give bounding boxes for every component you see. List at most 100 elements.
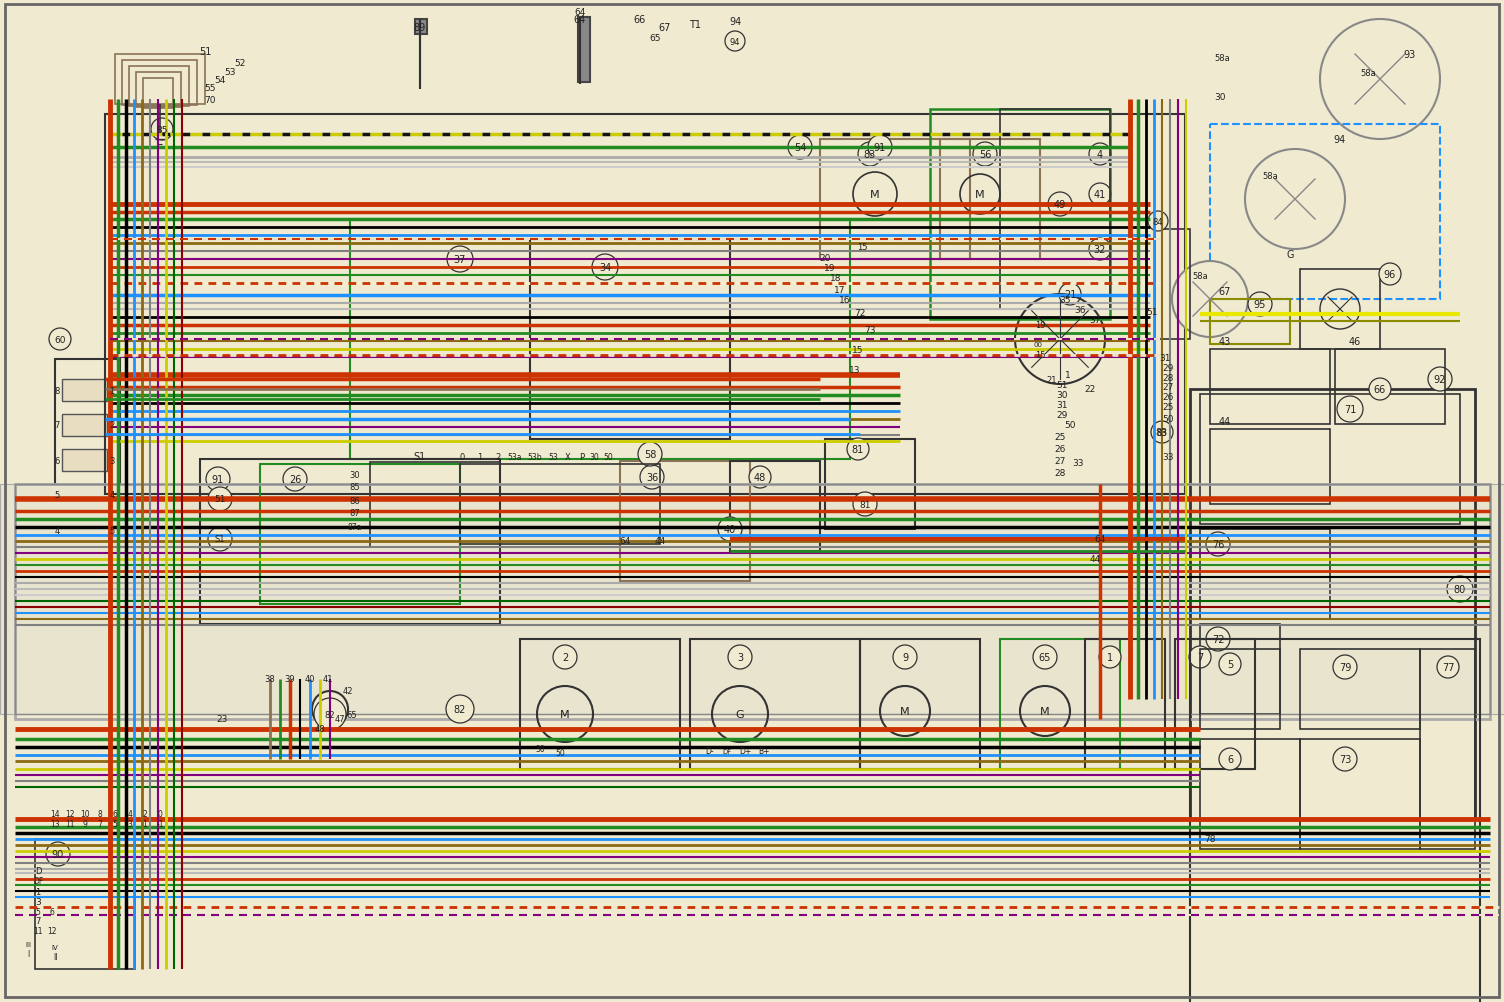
- Text: 00: 00: [1033, 342, 1042, 348]
- Circle shape: [1447, 576, 1472, 602]
- Bar: [1190, 390, 1475, 820]
- Text: 1: 1: [36, 888, 41, 897]
- Text: 86: 86: [349, 496, 361, 505]
- Text: 30: 30: [1056, 390, 1068, 399]
- Text: -1: -1: [156, 820, 164, 829]
- Circle shape: [1059, 284, 1081, 306]
- Text: 53b: 53b: [528, 453, 543, 462]
- Bar: [460, 465, 660, 544]
- Text: 7: 7: [98, 820, 102, 829]
- Text: G: G: [735, 709, 744, 719]
- Text: 51: 51: [199, 47, 211, 57]
- Text: 64: 64: [620, 537, 630, 546]
- Text: P: P: [579, 453, 585, 462]
- Text: 42: 42: [343, 686, 353, 695]
- Circle shape: [973, 143, 997, 167]
- Text: 2: 2: [562, 652, 569, 662]
- Text: 5: 5: [36, 908, 41, 917]
- Text: 5: 5: [54, 491, 60, 500]
- Text: 64: 64: [575, 15, 587, 25]
- Text: 2: 2: [110, 421, 114, 430]
- Text: 66: 66: [633, 15, 647, 25]
- Text: 73: 73: [1339, 755, 1351, 765]
- Bar: [729, 462, 820, 551]
- Text: M: M: [1041, 706, 1050, 716]
- Circle shape: [593, 255, 618, 281]
- Bar: [1200, 739, 1299, 849]
- Text: 51: 51: [1056, 380, 1068, 389]
- Text: S1: S1: [215, 535, 226, 544]
- Bar: [520, 639, 680, 770]
- Text: 12: 12: [65, 810, 75, 819]
- Circle shape: [717, 517, 741, 541]
- Text: 89: 89: [414, 23, 426, 33]
- Text: 60: 60: [54, 335, 66, 344]
- Text: 47: 47: [335, 714, 346, 723]
- Text: 83: 83: [1157, 428, 1167, 437]
- Text: D: D: [35, 867, 41, 876]
- Text: 31: 31: [1160, 353, 1170, 362]
- Text: 6: 6: [50, 908, 54, 917]
- Text: 8: 8: [98, 810, 102, 819]
- Text: 5: 5: [110, 526, 114, 535]
- Text: 14: 14: [50, 810, 60, 819]
- Bar: [56, 360, 120, 559]
- Circle shape: [1321, 20, 1439, 140]
- Bar: [690, 639, 860, 770]
- Text: 50: 50: [1163, 415, 1173, 424]
- Bar: [1000, 110, 1110, 310]
- Text: 13: 13: [850, 365, 860, 374]
- Bar: [1200, 649, 1280, 729]
- Text: 1: 1: [110, 386, 114, 395]
- Circle shape: [1369, 379, 1391, 401]
- Bar: [35, 839, 135, 969]
- Text: 65: 65: [650, 33, 660, 42]
- Circle shape: [1148, 211, 1169, 231]
- Text: B+: B+: [758, 746, 770, 756]
- Circle shape: [314, 698, 346, 730]
- Text: 30: 30: [1214, 92, 1226, 101]
- Bar: [105, 115, 1185, 495]
- Text: 4: 4: [54, 526, 60, 535]
- Text: 53a: 53a: [508, 453, 522, 462]
- Text: 4: 4: [1096, 150, 1102, 160]
- Text: 67: 67: [1218, 287, 1232, 297]
- Circle shape: [1436, 656, 1459, 678]
- Text: T1: T1: [689, 20, 701, 30]
- Text: 41: 41: [323, 674, 334, 683]
- Text: 1: 1: [477, 453, 483, 462]
- Circle shape: [1248, 293, 1272, 317]
- Text: DF: DF: [722, 748, 731, 755]
- Text: 9: 9: [83, 820, 87, 829]
- Circle shape: [1245, 150, 1345, 249]
- Circle shape: [1033, 645, 1057, 669]
- Text: M: M: [559, 709, 570, 719]
- Text: 28: 28: [1054, 469, 1066, 478]
- Text: 19: 19: [1035, 321, 1045, 330]
- Bar: [15, 485, 1490, 719]
- Circle shape: [728, 645, 752, 669]
- Text: 15: 15: [857, 242, 868, 252]
- Text: 65: 65: [347, 709, 358, 718]
- Text: 6: 6: [1227, 755, 1233, 765]
- Circle shape: [1099, 646, 1120, 668]
- Text: 9: 9: [902, 652, 908, 662]
- Text: 50: 50: [555, 747, 566, 757]
- Text: 92: 92: [1433, 375, 1447, 385]
- Text: 46: 46: [1349, 337, 1361, 347]
- Text: DF: DF: [33, 877, 44, 886]
- Text: 80: 80: [1454, 584, 1466, 594]
- Text: 85: 85: [350, 483, 361, 492]
- Text: 15: 15: [1035, 350, 1045, 359]
- Text: I: I: [27, 950, 29, 959]
- Bar: [200, 460, 499, 624]
- Circle shape: [283, 468, 307, 492]
- Text: 51: 51: [1146, 308, 1158, 317]
- Text: 6: 6: [54, 456, 60, 465]
- Bar: [1299, 270, 1381, 350]
- Text: 13: 13: [50, 820, 60, 829]
- Circle shape: [1206, 627, 1230, 651]
- Text: 3: 3: [35, 898, 41, 907]
- Text: 91: 91: [874, 143, 886, 153]
- Text: 29: 29: [1056, 410, 1068, 419]
